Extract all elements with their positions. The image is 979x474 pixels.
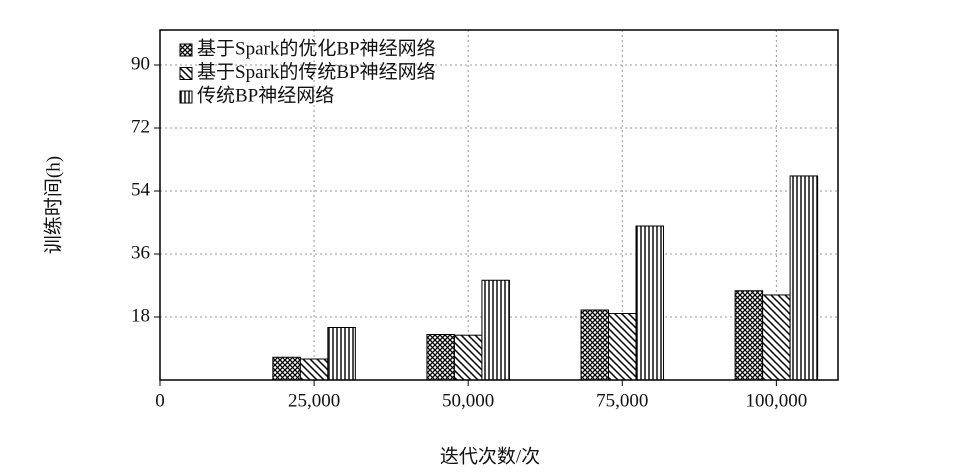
legend-label: 基于Spark的传统BP神经网络 xyxy=(197,61,436,83)
y-tick-label: 72 xyxy=(131,116,150,137)
bar xyxy=(734,290,764,381)
bar xyxy=(580,309,610,381)
x-tick-label: 0 xyxy=(155,390,165,411)
bar xyxy=(426,334,455,381)
plot-frame xyxy=(159,29,839,381)
y-tick-label: 54 xyxy=(131,179,151,200)
bar xyxy=(453,334,483,381)
bar xyxy=(608,313,637,381)
bar xyxy=(635,225,665,381)
x-tick-label: 75,000 xyxy=(596,390,648,411)
legend-label: 传统BP神经网络 xyxy=(197,84,334,106)
bar xyxy=(272,356,301,381)
y-tick-label: 36 xyxy=(131,242,150,263)
x-tick-label: 100,000 xyxy=(745,390,807,411)
legend-swatch xyxy=(179,43,193,57)
x-tick-label: 50,000 xyxy=(442,390,494,411)
y-tick-label: 90 xyxy=(131,53,150,74)
x-tick-label: 25,000 xyxy=(288,390,340,411)
x-axis-label: 迭代次数/次 xyxy=(440,445,540,467)
bar xyxy=(299,358,329,381)
bar xyxy=(481,279,510,381)
legend-swatch xyxy=(179,90,193,104)
bar xyxy=(327,327,356,381)
legend-label: 基于Spark的优化BP神经网络 xyxy=(197,37,436,59)
bar xyxy=(789,175,819,381)
y-tick-label: 18 xyxy=(131,305,150,326)
legend-swatch xyxy=(179,67,193,80)
bar xyxy=(762,294,791,381)
y-axis-label: 训练时间(h) xyxy=(42,156,64,254)
